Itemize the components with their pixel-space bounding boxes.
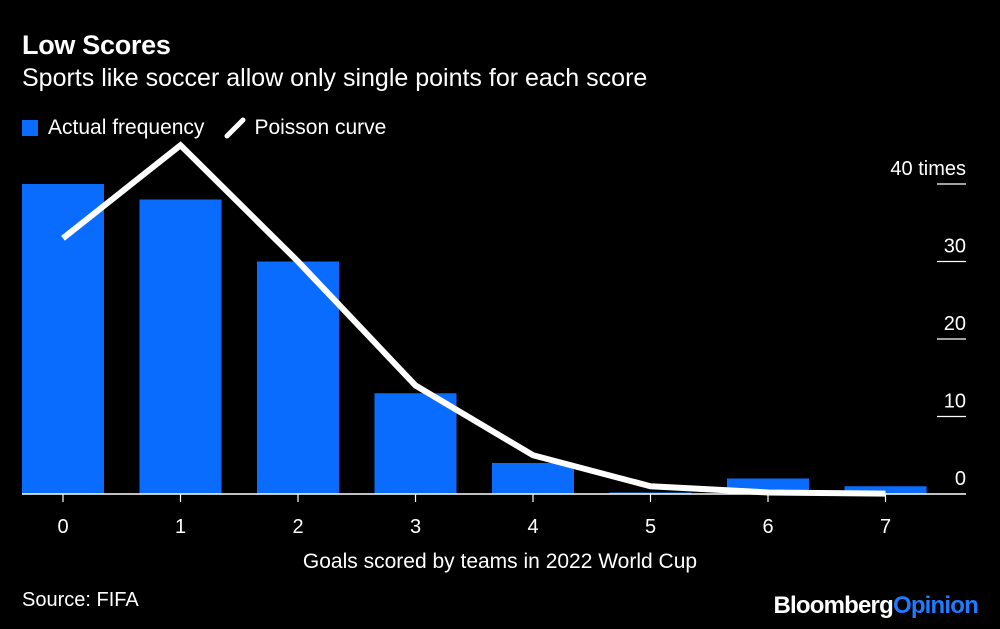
bar-2 [257, 261, 339, 494]
brand-logo: BloombergOpinion [773, 592, 978, 619]
x-tick-label-5: 5 [645, 516, 656, 538]
chart-legend: Actual frequency Poisson curve [22, 114, 406, 142]
y-tick-label-40: 40 times [890, 158, 966, 180]
y-tick-label-30: 30 [944, 236, 966, 258]
bar-3 [374, 393, 457, 494]
y-tick-label-20: 20 [944, 313, 966, 335]
y-tick-label-10: 10 [944, 391, 966, 413]
y-tick-label-0: 0 [955, 468, 966, 490]
bar-7 [844, 486, 927, 494]
legend-line-swatch [224, 117, 246, 139]
chart-title: Low Scores [22, 30, 171, 60]
bar-1 [139, 199, 222, 494]
x-axis: 0 1 2 3 4 5 6 7 Goals scored by teams in 2022 Wo… [22, 493, 966, 573]
y-axis: 0 10 20 30 40 times [890, 158, 966, 490]
source-note: Source: FIFA [22, 589, 139, 611]
x-tick-label-0: 0 [57, 516, 68, 538]
bar-5 [609, 492, 692, 494]
legend-item-poisson-curve: Poisson curve [224, 116, 386, 140]
line-series [61, 141, 886, 497]
legend-label-poisson-curve: Poisson curve [254, 116, 387, 139]
bar-0 [22, 184, 104, 494]
x-tick-label-3: 3 [410, 516, 421, 538]
x-tick-label-1: 1 [175, 516, 186, 538]
bar-series [22, 184, 927, 494]
legend-item-actual-frequency: Actual frequency [22, 116, 204, 140]
legend-label-actual-frequency: Actual frequency [48, 116, 205, 139]
x-tick-label-4: 4 [527, 516, 538, 538]
bar-4 [492, 463, 574, 494]
x-tick-label-6: 6 [762, 516, 773, 538]
x-axis-label: Goals scored by teams in 2022 World Cup [303, 550, 697, 573]
poisson-curve-line [61, 141, 886, 497]
legend-bar-swatch [22, 120, 38, 136]
x-tick-label-7: 7 [880, 516, 891, 538]
chart-subtitle: Sports like soccer allow only single poi… [22, 64, 648, 92]
x-tick-label-2: 2 [292, 516, 303, 538]
